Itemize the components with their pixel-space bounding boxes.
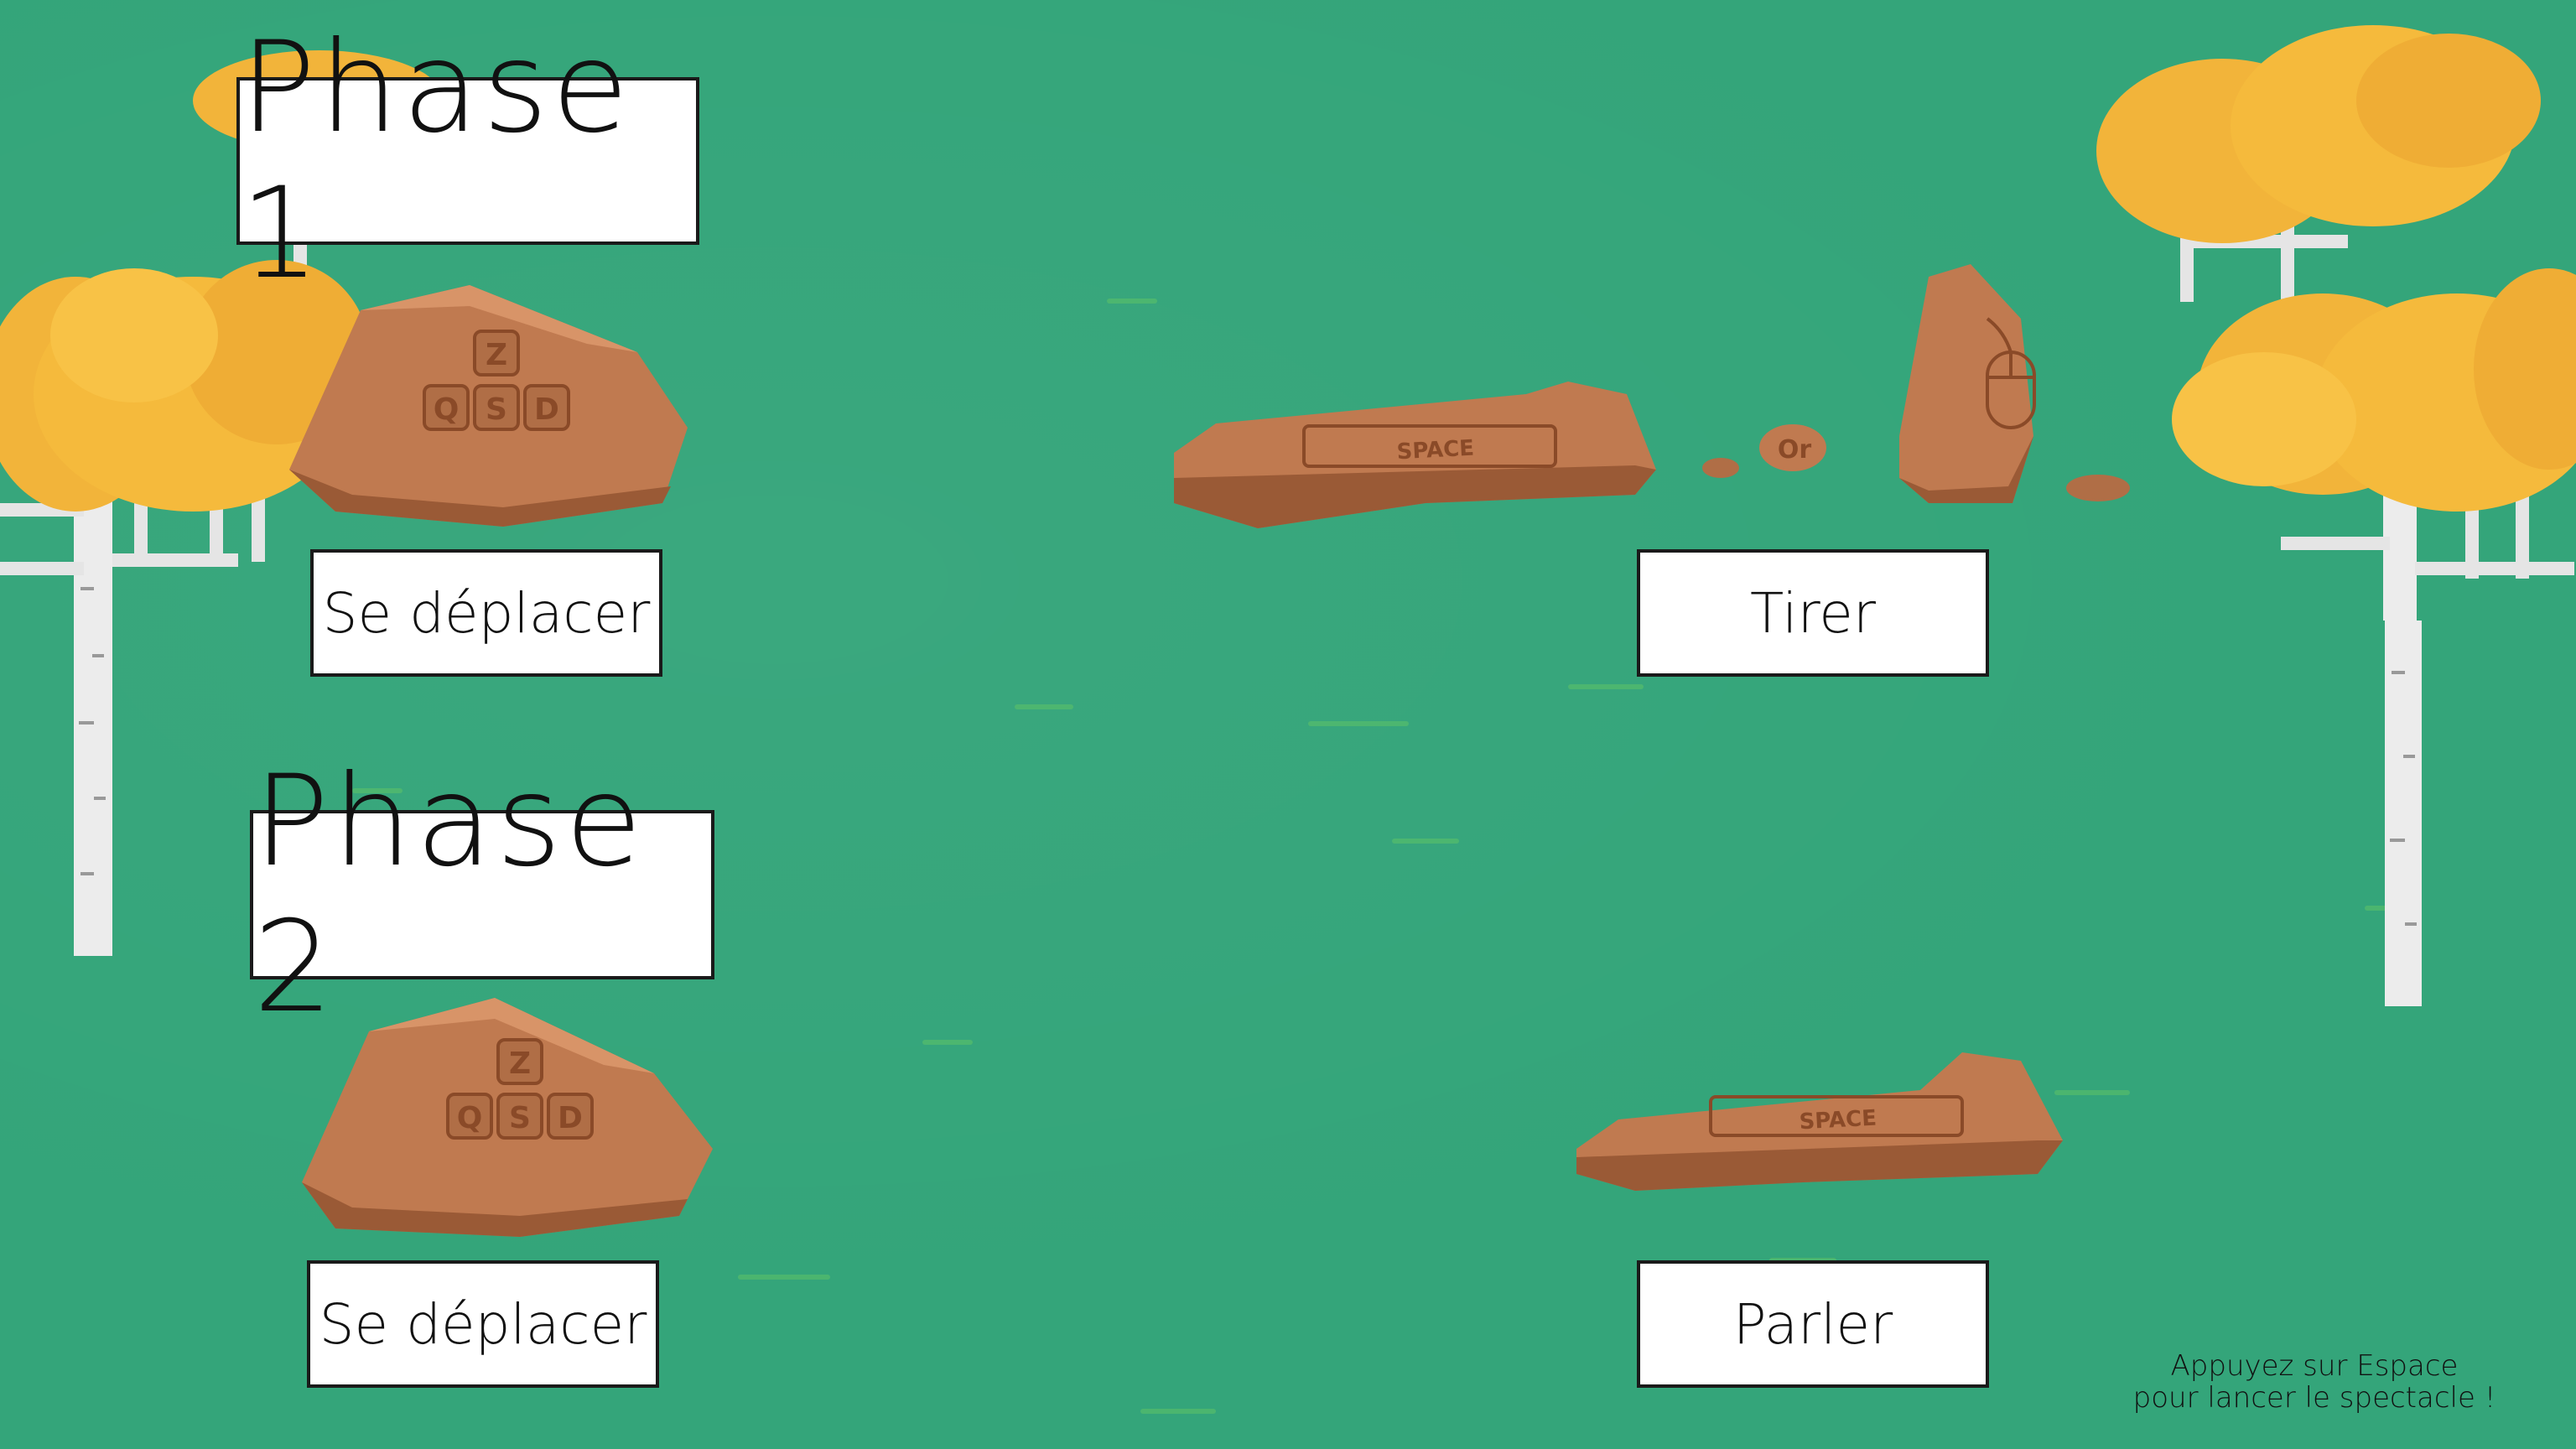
key-d-icon: D bbox=[558, 1101, 583, 1135]
phase-2-title-text: Phase 2 bbox=[253, 749, 646, 1041]
move-label-phase2-text: Se déplacer bbox=[319, 1291, 647, 1357]
key-d-icon: D bbox=[534, 392, 559, 427]
space-key-text-phase2: SPACE bbox=[1799, 1106, 1877, 1135]
or-text: Or bbox=[1778, 435, 1812, 465]
space-rock-phase1 bbox=[1174, 382, 1656, 528]
space-rock-phase2 bbox=[1576, 1052, 2063, 1191]
move-label-phase2: Se déplacer bbox=[307, 1260, 659, 1388]
mouse-icon bbox=[1986, 317, 2036, 429]
mouse-rock bbox=[1899, 264, 2033, 503]
key-z-icon: Z bbox=[509, 1046, 531, 1081]
start-hint-line2: pour lancer le spectacle ! bbox=[2132, 1381, 2496, 1415]
phase-1-title: Phase 1 bbox=[236, 15, 699, 307]
phase-2-title: Phase 2 bbox=[250, 749, 714, 1041]
shoot-label-text: Tirer bbox=[1749, 580, 1877, 646]
shoot-label: Tirer bbox=[1637, 549, 1989, 677]
start-hint: Appuyez sur Espace pour lancer le specta… bbox=[2096, 1350, 2532, 1414]
talk-label-text: Parler bbox=[1732, 1291, 1893, 1357]
key-s-icon: S bbox=[509, 1101, 531, 1135]
key-s-icon: S bbox=[486, 392, 507, 427]
phase-1-title-text: Phase 1 bbox=[240, 15, 632, 307]
talk-label: Parler bbox=[1637, 1260, 1989, 1388]
zqsd-keys-phase1: Z Q S D bbox=[423, 330, 570, 431]
key-q-icon: Q bbox=[457, 1101, 483, 1135]
move-label-phase1-text: Se déplacer bbox=[322, 580, 651, 646]
birch-tree-right bbox=[2096, 25, 2576, 1006]
move-label-phase1: Se déplacer bbox=[310, 549, 662, 677]
pebbles bbox=[1702, 424, 2130, 501]
key-z-icon: Z bbox=[486, 338, 507, 372]
space-key-text-phase1: SPACE bbox=[1396, 436, 1475, 465]
key-q-icon: Q bbox=[434, 392, 460, 427]
zqsd-keys-phase2: Z Q S D bbox=[446, 1038, 594, 1140]
start-hint-line1: Appuyez sur Espace bbox=[2170, 1349, 2459, 1383]
